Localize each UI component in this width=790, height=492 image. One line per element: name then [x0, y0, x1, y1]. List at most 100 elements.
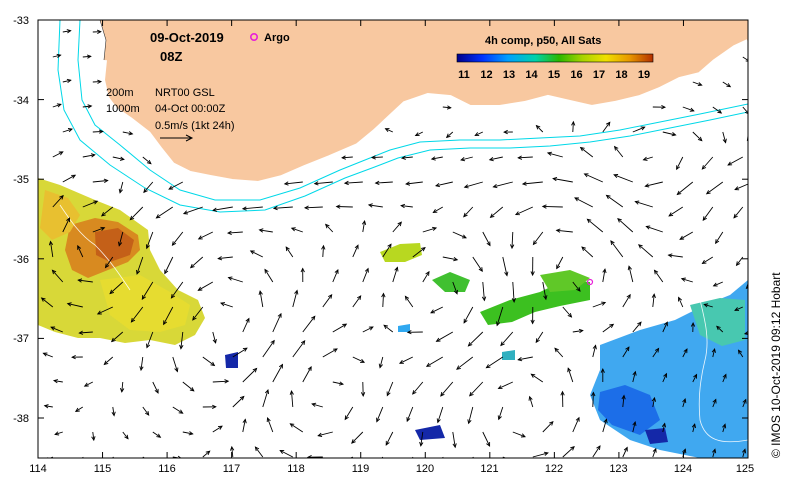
current-arrowhead [381, 292, 386, 298]
current-arrow [382, 293, 384, 308]
current-arrowhead [722, 138, 727, 144]
current-arrow [645, 181, 663, 187]
current-arrowhead [532, 240, 538, 246]
current-arrowhead [360, 392, 366, 397]
current-arrowhead [129, 215, 135, 221]
current-arrow [662, 373, 667, 383]
current-arrow [332, 269, 339, 283]
current-arrow [183, 206, 203, 215]
current-arrowhead [66, 78, 72, 84]
current-arrow [712, 106, 722, 114]
current-arrowhead [712, 282, 718, 287]
current-arrow [635, 201, 653, 208]
x-axis-labels: 114 115 116 117 118 119 120 121 122 123 … [29, 463, 754, 475]
current-arrow [742, 449, 746, 458]
current-arrow [273, 206, 293, 209]
current-arrowhead [467, 419, 472, 425]
current-arrowhead [581, 246, 586, 251]
current-arrowhead [266, 417, 271, 423]
current-arrow [712, 348, 716, 358]
current-arrowhead [705, 190, 711, 195]
current-arrowhead [210, 361, 216, 367]
current-arrowhead [463, 184, 469, 189]
current-arrowhead [653, 269, 659, 275]
current-arrow [433, 206, 444, 213]
colorbar-tick: 18 [615, 69, 627, 81]
current-arrow [202, 450, 210, 458]
current-arrow [92, 180, 108, 183]
current-arrowhead [511, 298, 517, 303]
current-arrowhead [579, 146, 585, 152]
current-arrowhead [478, 267, 483, 273]
current-arrowhead [644, 183, 650, 188]
current-arrowhead [119, 156, 125, 161]
isotherms [59, 204, 748, 443]
current-arrowhead [264, 389, 270, 395]
current-arrowhead [341, 155, 346, 160]
current-arrow [654, 270, 664, 283]
current-arrowhead [197, 286, 203, 291]
current-arrow [371, 156, 383, 159]
current-arrow [468, 331, 484, 347]
x-tick-label: 119 [352, 463, 370, 475]
current-arrowhead [313, 181, 319, 186]
current-arrow [121, 381, 124, 392]
current-arrowhead [71, 174, 77, 179]
current-arrowhead [343, 180, 349, 186]
current-arrowhead [541, 204, 547, 209]
current-arrowhead [610, 240, 615, 245]
current-arrow [82, 154, 95, 158]
current-arrowhead [497, 385, 503, 390]
current-arrowhead [596, 445, 601, 451]
current-arrowhead [104, 263, 110, 269]
current-arrowhead [327, 293, 333, 299]
current-arrow [742, 56, 748, 61]
current-arrow [122, 431, 129, 439]
current-arrow [442, 256, 458, 261]
sst-patch-west-warm-core [95, 228, 134, 262]
sst-patch-east-green [690, 298, 745, 346]
current-arrow [489, 156, 503, 161]
current-arrowhead [592, 344, 597, 350]
current-arrowhead [385, 440, 390, 446]
current-arrow [581, 246, 594, 258]
current-arrowhead [217, 256, 223, 261]
current-arrow [475, 131, 483, 136]
current-arrow [156, 206, 174, 219]
current-arrowhead [252, 367, 258, 373]
current-arrow [412, 381, 424, 395]
current-arrow [701, 156, 714, 170]
current-arrowhead [324, 223, 330, 229]
current-arrow [164, 256, 174, 274]
current-arrow [322, 245, 324, 258]
current-arrowhead [530, 319, 535, 325]
current-arrowhead [59, 194, 64, 200]
current-arrow [111, 331, 124, 342]
current-arrow [84, 381, 94, 387]
current-arrow [702, 206, 714, 221]
current-arrowhead [91, 436, 96, 442]
current-arrow [242, 368, 257, 383]
current-arrow [109, 281, 124, 294]
argo-legend-marker [250, 32, 259, 41]
current-arrowhead [410, 465, 414, 469]
current-arrowhead [182, 210, 188, 215]
current-arrowhead [412, 390, 417, 395]
current-arrowhead [715, 239, 720, 245]
current-arrow [77, 245, 84, 258]
current-arrow [676, 156, 684, 170]
current-arrow [362, 326, 374, 333]
current-arrowhead [143, 188, 148, 194]
current-arrow [92, 227, 105, 233]
current-arrowhead [509, 244, 515, 250]
current-arrowhead [481, 296, 487, 302]
x-tick-label: 120 [416, 463, 434, 475]
current-arrowhead [645, 225, 651, 230]
current-arrow [146, 331, 154, 348]
current-arrowhead [406, 417, 411, 423]
current-arrowhead [164, 269, 169, 275]
current-arrowhead [93, 200, 99, 205]
current-arrowhead [239, 395, 245, 401]
current-arrowhead [354, 244, 359, 250]
current-arrow [668, 254, 683, 258]
